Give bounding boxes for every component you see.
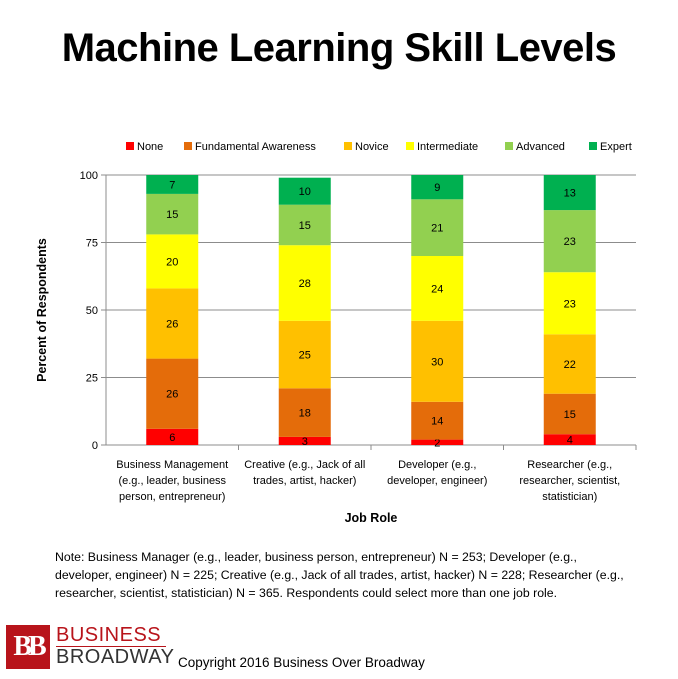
legend-swatch — [589, 142, 597, 150]
legend-label: Fundamental Awareness — [195, 141, 316, 153]
bar-segment — [146, 234, 199, 289]
y-axis-title: Percent of Respondents — [35, 238, 49, 382]
bar-segment — [411, 199, 464, 256]
data-label: 3 — [302, 436, 308, 448]
bar-segment — [146, 175, 199, 194]
bar-segment — [543, 434, 596, 445]
x-tick-label: Creative (e.g., Jack of all trades, artis… — [244, 459, 365, 487]
data-label: 22 — [564, 359, 576, 371]
legend-label: Advanced — [516, 141, 565, 153]
bar-segment — [146, 358, 199, 429]
bar-segment — [278, 320, 331, 389]
legend-swatch — [344, 142, 352, 150]
bar-segment — [543, 272, 596, 335]
data-label: 28 — [299, 278, 311, 290]
data-label: 2 — [434, 437, 440, 449]
bar-segment — [543, 334, 596, 394]
y-tick-label: 75 — [86, 238, 98, 250]
logo-divider — [56, 646, 166, 647]
logo-mark: BB — [6, 625, 50, 669]
footnote: Note: Business Manager (e.g., leader, bu… — [55, 550, 624, 600]
data-label: 13 — [564, 188, 576, 200]
bar-segment — [411, 175, 464, 200]
data-label: 18 — [299, 408, 311, 420]
legend-label: Expert — [600, 141, 632, 153]
x-axis-title: Job Role — [345, 511, 398, 525]
data-label: 7 — [169, 179, 175, 191]
data-label: 15 — [166, 209, 178, 221]
logo-line-1: BUSINESS — [56, 624, 162, 646]
data-label: 30 — [431, 356, 443, 368]
y-tick-label: 0 — [92, 440, 98, 452]
data-label: 6 — [169, 432, 175, 444]
legend-label: Novice — [355, 141, 389, 153]
data-label: 20 — [166, 256, 178, 268]
bar-segment — [411, 320, 464, 402]
legend-label: Intermediate — [417, 141, 478, 153]
data-label: 23 — [564, 236, 576, 248]
bar-segment — [543, 210, 596, 273]
data-label: 24 — [431, 283, 443, 295]
bar-segment — [278, 436, 331, 445]
bar-segment — [278, 177, 331, 205]
bar-segment — [146, 288, 199, 359]
y-tick-label: 25 — [86, 373, 98, 385]
legend-label: None — [137, 141, 163, 153]
legend-swatch — [184, 142, 192, 150]
bar-segment — [543, 393, 596, 435]
data-label: 10 — [299, 186, 311, 198]
data-label: 15 — [564, 409, 576, 421]
x-tick-label: Developer (e.g., developer, engineer) — [387, 459, 487, 487]
data-label: 9 — [434, 182, 440, 194]
data-label: 15 — [299, 220, 311, 232]
business-broadway-logo: BB BUSINESS BROADWAY — [6, 624, 174, 669]
data-label: 26 — [166, 319, 178, 331]
data-label: 21 — [431, 223, 443, 235]
x-tick-label: Business Management (e.g., leader, busine… — [116, 459, 228, 503]
data-label: 25 — [299, 350, 311, 362]
bar-segment — [411, 401, 464, 440]
y-tick-label: 50 — [86, 305, 98, 317]
bar-segment — [278, 245, 331, 321]
data-label: 26 — [166, 389, 178, 401]
bar-segment — [543, 175, 596, 211]
bar-segment — [278, 388, 331, 437]
chart-title: Machine Learning Skill Levels — [61, 26, 617, 70]
data-label: 4 — [567, 435, 573, 447]
logo-line-2: BROADWAY — [56, 646, 175, 668]
x-tick-label: Researcher (e.g., researcher, scientist, s… — [519, 459, 620, 503]
y-tick-label: 100 — [80, 170, 98, 182]
bar-segment — [411, 439, 464, 445]
legend-swatch — [505, 142, 513, 150]
bar-segment — [411, 256, 464, 321]
bar-segment — [146, 193, 199, 235]
bar-segment — [278, 204, 331, 246]
copyright-text: Copyright 2016 Business Over Broadway — [178, 655, 425, 670]
stacked-bar-chart: 0 25 50 75 100 6 26 26 20 15 7 Business Management(… — [35, 141, 637, 525]
legend-swatch — [126, 142, 134, 150]
legend-swatch — [406, 142, 414, 150]
bar-segment — [146, 428, 199, 445]
data-label: 14 — [431, 416, 443, 428]
data-label: 23 — [564, 298, 576, 310]
